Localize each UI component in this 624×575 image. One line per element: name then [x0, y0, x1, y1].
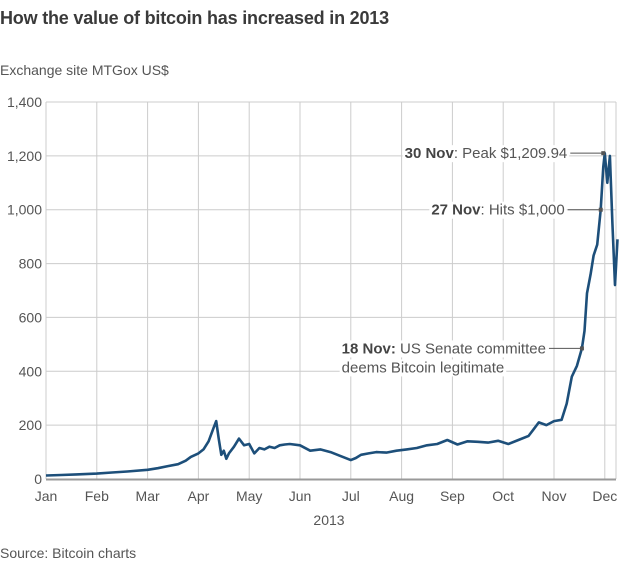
- x-tick-label: May: [236, 488, 262, 504]
- x-tick-label: Jul: [342, 488, 360, 504]
- y-tick-label: 1,000: [7, 202, 42, 218]
- annotation: 30 Nov: Peak $1,209.94: [402, 145, 606, 163]
- gridlines: [45, 101, 617, 481]
- annotation-label: US Senate committee: [396, 340, 546, 357]
- x-tick-label: Sep: [440, 488, 465, 504]
- annotation-date: 18 Nov:: [342, 340, 396, 357]
- x-axis-label: 2013: [313, 512, 344, 528]
- x-tick-label: Nov: [542, 488, 567, 504]
- annotation-date: 27 Nov: [431, 202, 481, 219]
- annotation-label: : Hits $1,000: [481, 202, 565, 219]
- x-tick-label: Apr: [188, 488, 210, 504]
- y-axis: 0 200 400 600 800 1,000 1,200 1,400: [7, 94, 42, 487]
- annotation-marker: [598, 207, 603, 212]
- y-tick-label: 0: [34, 471, 42, 487]
- y-tick-label: 1,200: [7, 148, 42, 164]
- x-tick-label: Mar: [136, 488, 160, 504]
- annotation-date: 30 Nov: [405, 145, 455, 162]
- annotations: 30 Nov: Peak $1,209.94 27 Nov: Hits $1,00…: [339, 145, 606, 377]
- y-tick-label: 800: [19, 256, 43, 272]
- annotation-backdrop: [429, 201, 567, 219]
- annotation-text: 27 Nov: Hits $1,000: [431, 202, 564, 219]
- annotation-label: : Peak $1,209.94: [454, 145, 567, 162]
- x-tick-label: Jun: [289, 488, 312, 504]
- chart-svg: 0 200 400 600 800 1,000 1,200 1,400 Jan Feb Mar Ap…: [7, 94, 619, 528]
- y-tick-label: 200: [19, 417, 43, 433]
- x-tick-label: Jan: [35, 488, 58, 504]
- chart-subtitle: Exchange site MTGox US$: [0, 62, 169, 78]
- x-tick-label: Dec: [592, 488, 617, 504]
- annotation: 18 Nov: US Senate committee deems Bitcoin…: [339, 340, 584, 377]
- y-tick-label: 600: [19, 309, 43, 325]
- source-note: Source: Bitcoin charts: [0, 545, 137, 561]
- x-tick-label: Aug: [389, 488, 414, 504]
- annotation-backdrop: [339, 359, 507, 377]
- y-tick-label: 400: [19, 363, 43, 379]
- annotation: 27 Nov: Hits $1,000: [429, 201, 603, 219]
- x-tick-label: Oct: [492, 488, 514, 504]
- annotation-backdrop: [402, 145, 570, 163]
- x-axis: Jan Feb Mar Apr May Jun Jul Aug Sep Oct Nov Dec: [35, 488, 618, 504]
- series-group: [45, 151, 619, 477]
- chart-title: How the value of bitcoin has increased i…: [0, 8, 389, 28]
- x-tick-label: Feb: [85, 488, 109, 504]
- annotation-backdrop: [339, 340, 548, 358]
- y-tick-label: 1,400: [7, 94, 42, 110]
- annotation-text-line2: deems Bitcoin legitimate: [342, 359, 505, 376]
- price-line: [45, 151, 619, 477]
- annotation-marker: [601, 151, 606, 156]
- annotation-text: 30 Nov: Peak $1,209.94: [405, 145, 568, 162]
- annotation-text: 18 Nov: US Senate committee: [342, 340, 546, 357]
- annotation-marker: [579, 346, 584, 351]
